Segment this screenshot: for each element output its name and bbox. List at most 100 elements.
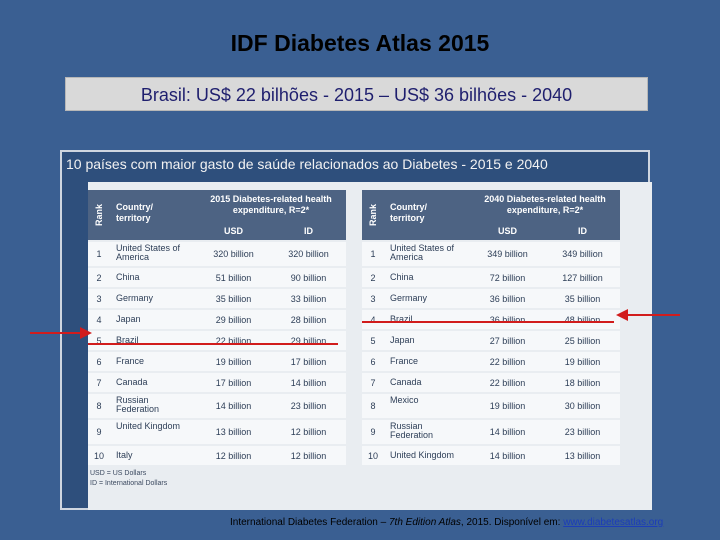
id-header: ID [578,226,587,236]
id-cell: 19 billion [564,357,601,367]
usd-cell: 349 billion [487,249,528,259]
country-cell: Brazil [116,335,139,345]
table-panel: 10 países com maior gasto de saúde relac… [60,150,652,510]
country-header: Country/ territory [390,202,427,223]
country-cell: United States of America [390,243,455,262]
table-row: 4 Brazil 36 billion 48 billion [362,310,620,329]
table-header: Rank Country/ territory 2040 Diabetes-re… [362,190,620,240]
rank-cell: 9 [96,427,102,437]
usd-cell: 12 billion [215,451,252,461]
table-header: Rank Country/ territory 2015 Diabetes-re… [88,190,346,240]
rank-cell: 4 [96,315,102,325]
panel-title: 10 países com maior gasto de saúde relac… [66,156,548,172]
table-row: 3 Germany 35 billion 33 billion [88,289,346,308]
usd-header: USD [497,226,517,236]
id-cell: 35 billion [564,294,601,304]
expenditure-header: 2015 Diabetes-related health expenditure… [210,194,332,215]
country-cell: Germany [390,293,428,303]
rank-cell: 6 [370,357,376,367]
rank-cell: 5 [96,336,102,346]
rank-cell: 1 [370,249,376,259]
usd-cell: 22 billion [215,336,252,346]
country-header: Country/ territory [116,202,153,223]
brazil-2040-underline [362,321,614,323]
country-cell: Brazil [390,314,413,324]
id-cell: 12 billion [290,427,327,437]
table-row: 7 Canada 22 billion 18 billion [362,373,620,392]
table-row: 9 Russian Federation 14 billion 23 billion [362,420,620,444]
id-cell: 12 billion [290,451,327,461]
table-row: 9 United Kingdom 13 billion 12 billion [88,420,346,444]
id-cell: 29 billion [290,336,327,346]
subtitle-box: Brasil: US$ 22 bilhões - 2015 – US$ 36 b… [65,77,648,111]
country-cell: United Kingdom [390,450,455,460]
expenditure-header: 2040 Diabetes-related health expenditure… [484,194,606,215]
id-header: ID [304,226,313,236]
footer-link[interactable]: www.diabetesatlas.org [563,517,664,528]
usd-cell: 19 billion [489,401,526,411]
rank-cell: 3 [370,294,376,304]
table-row: 1 United States of America 320 billion 320 … [88,242,346,266]
country-cell: France [390,356,419,366]
rank-cell: 10 [367,451,378,461]
usd-cell: 22 billion [489,357,526,367]
country-cell: China [116,272,140,282]
table-row: 10 Italy 12 billion 12 billion [88,446,346,465]
id-cell: 23 billion [290,401,327,411]
usd-cell: 36 billion [489,315,526,325]
rank-header: Rank [368,203,378,227]
usd-cell: 14 billion [489,427,526,437]
id-note: ID = International Dollars [90,480,168,487]
id-cell: 13 billion [564,451,601,461]
slide-title: IDF Diabetes Atlas 2015 [230,30,490,56]
footer-rest: , 2015. Disponível em: [460,517,564,528]
rank-cell: 8 [96,401,102,411]
country-cell: United Kingdom [116,421,181,431]
id-cell: 30 billion [564,401,601,411]
usd-cell: 320 billion [213,249,254,259]
arrow-left-icon [616,309,680,321]
id-cell: 14 billion [290,378,327,388]
id-cell: 23 billion [564,427,601,437]
id-cell: 25 billion [564,336,601,346]
usd-cell: 27 billion [489,336,526,346]
rank-cell: 2 [96,273,102,283]
rank-header: Rank [94,203,104,227]
usd-note: USD = US Dollars [90,470,147,477]
rank-cell: 2 [370,273,376,283]
country-cell: Italy [116,450,133,460]
rank-cell: 9 [370,427,376,437]
table-row: 2 China 72 billion 127 billion [362,268,620,287]
usd-cell: 29 billion [215,315,252,325]
id-cell: 127 billion [562,273,603,283]
country-cell: Mexico [390,395,419,405]
usd-cell: 51 billion [215,273,252,283]
rank-cell: 6 [96,357,102,367]
country-cell: Canada [390,377,422,387]
rank-cell: 7 [96,378,102,388]
id-cell: 90 billion [290,273,327,283]
table-row: 5 Brazil 22 billion 29 billion [88,331,346,350]
arrow-right-icon [30,327,92,339]
table-2015: Rank Country/ territory 2015 Diabetes-re… [88,190,346,465]
usd-cell: 13 billion [215,427,252,437]
rank-cell: 7 [370,378,376,388]
rank-cell: 5 [370,336,376,346]
rank-cell: 3 [96,294,102,304]
usd-header: USD [223,226,243,236]
table-row: 8 Mexico 19 billion 30 billion [362,394,620,418]
footer-org: International Diabetes Federation – [230,517,389,528]
usd-cell: 35 billion [215,294,252,304]
id-cell: 320 billion [288,249,329,259]
country-cell: Russian Federation [390,421,434,440]
country-cell: China [390,272,414,282]
country-cell: Canada [116,377,148,387]
rank-cell: 4 [370,315,376,325]
country-cell: United States of America [116,243,181,262]
id-cell: 18 billion [564,378,601,388]
id-cell: 28 billion [290,315,327,325]
usd-cell: 19 billion [215,357,252,367]
rank-cell: 1 [96,249,102,259]
usd-cell: 22 billion [489,378,526,388]
usd-cell: 17 billion [215,378,252,388]
